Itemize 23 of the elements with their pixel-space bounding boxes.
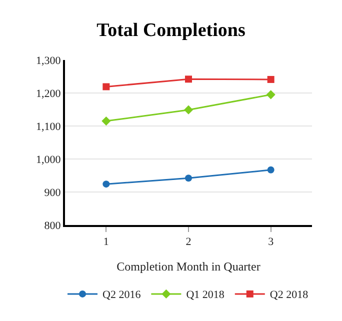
legend-label: Q1 2018: [186, 289, 225, 302]
x-tick-label: 1: [103, 236, 109, 248]
chart-title: Total Completions: [96, 20, 246, 41]
point: [267, 76, 274, 83]
point: [102, 83, 110, 90]
y-tick-label: 1,200: [36, 88, 62, 100]
y-tick-label: 1,100: [36, 120, 62, 133]
point: [102, 116, 111, 126]
point: [102, 180, 110, 188]
y-tick-label: 800: [44, 220, 62, 232]
point: [266, 90, 276, 100]
legend-label: Q2 2018: [270, 289, 309, 302]
point: [267, 166, 274, 174]
y-tick-label: 1,300: [36, 54, 62, 67]
point: [185, 174, 192, 182]
x-tick-label: 2: [186, 236, 192, 248]
point: [185, 76, 192, 83]
x-axis-title: Completion Month in Quarter: [116, 260, 260, 274]
x-tick-label: 3: [268, 236, 274, 248]
legend-label: Q2 2016: [102, 289, 142, 302]
point: [184, 105, 194, 114]
y-tick-label: 900: [44, 186, 62, 199]
y-tick-label: 1,000: [36, 154, 62, 166]
